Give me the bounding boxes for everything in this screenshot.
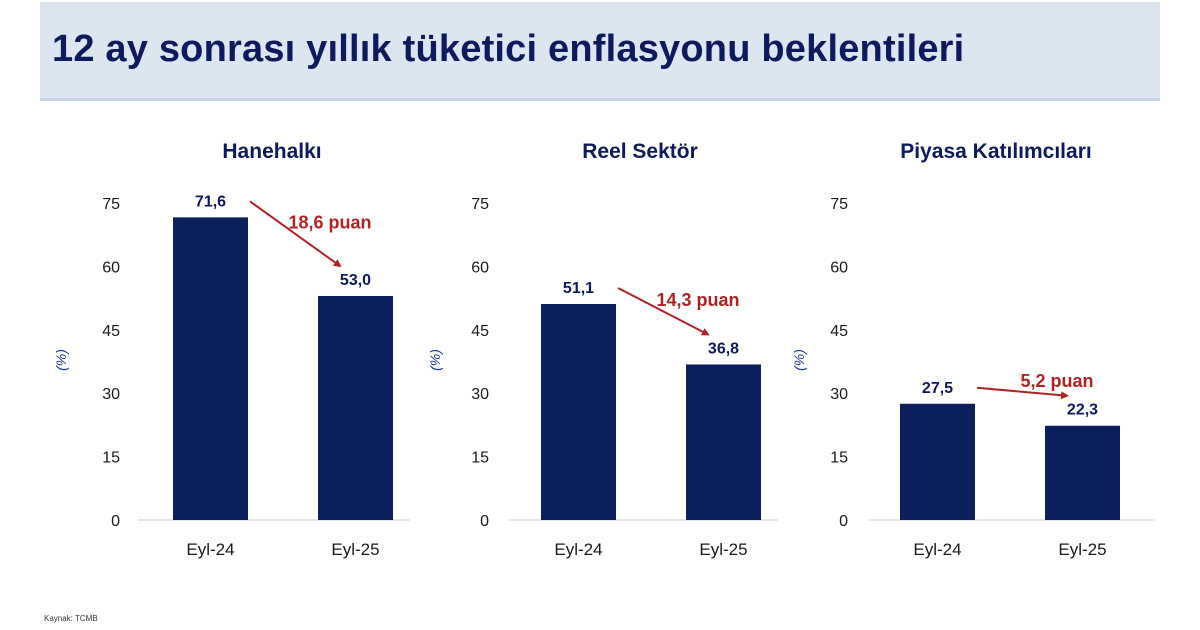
source-note: Kaynak: TCMB	[44, 614, 98, 623]
data-label: 53,0	[340, 272, 371, 289]
x-tick-label: Eyl-24	[554, 540, 602, 559]
y-tick-label: 45	[102, 323, 120, 340]
y-tick-label: 45	[471, 323, 489, 340]
x-tick-label: Eyl-25	[699, 540, 747, 559]
y-tick-label: 45	[830, 323, 848, 340]
x-tick-label: Eyl-25	[331, 540, 379, 559]
chart-title-piyasa-katilimcilari: Piyasa Katılımcıları	[900, 140, 1092, 163]
page-title: 12 ay sonrası yıllık tüketici enflasyonu…	[52, 28, 965, 70]
y-tick-label: 30	[471, 386, 489, 403]
change-label: 18,6 puan	[288, 213, 371, 233]
x-tick-label: Eyl-24	[913, 540, 961, 559]
y-tick-label: 0	[839, 513, 848, 530]
y-tick-label: 30	[830, 386, 848, 403]
change-arrow	[249, 200, 342, 268]
change-arrow	[617, 287, 710, 336]
bar	[1045, 425, 1120, 520]
change-label: 5,2 puan	[1020, 371, 1093, 391]
y-tick-label: 75	[830, 196, 848, 213]
y-tick-label: 75	[102, 196, 120, 213]
header-band: 12 ay sonrası yıllık tüketici enflasyonu…	[40, 2, 1160, 101]
data-label: 22,3	[1067, 402, 1098, 419]
chart-title-hanehalki: Hanehalkı	[222, 140, 322, 163]
y-tick-label: 30	[102, 386, 120, 403]
bar	[173, 217, 248, 520]
bar	[686, 364, 761, 520]
x-tick-label: Eyl-24	[186, 540, 234, 559]
bar	[900, 403, 975, 520]
bar	[318, 295, 393, 520]
y-tick-label: 15	[102, 450, 120, 467]
data-label: 71,6	[195, 193, 226, 210]
y-tick-label: 15	[471, 450, 489, 467]
y-tick-label: 60	[471, 259, 489, 276]
data-label: 27,5	[922, 380, 953, 397]
chart-title-reel-sektor: Reel Sektör	[582, 140, 698, 163]
y-tick-label: 0	[111, 513, 120, 530]
y-tick-label: 75	[471, 196, 489, 213]
change-arrow	[976, 386, 1069, 400]
y-tick-label: 60	[830, 259, 848, 276]
y-tick-label: 0	[480, 513, 489, 530]
y-tick-label: 15	[830, 450, 848, 467]
x-tick-label: Eyl-25	[1058, 540, 1106, 559]
y-axis-label: (%)	[427, 349, 443, 371]
data-label: 36,8	[708, 340, 739, 357]
change-label: 14,3 puan	[656, 290, 739, 310]
y-axis-label: (%)	[791, 349, 807, 371]
y-axis-label: (%)	[53, 349, 69, 371]
data-label: 51,1	[563, 280, 594, 297]
y-tick-label: 60	[102, 259, 120, 276]
bar	[541, 304, 616, 520]
